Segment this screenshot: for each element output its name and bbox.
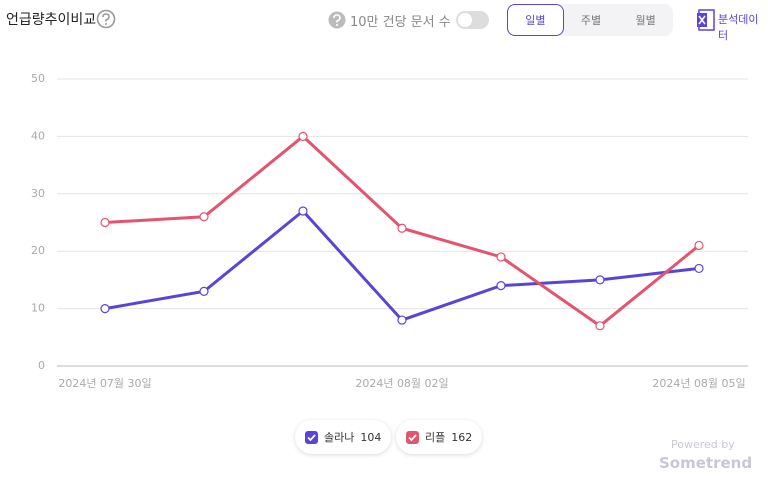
toggle-switch[interactable]: [455, 10, 491, 30]
y-tick-label: 10: [31, 302, 45, 315]
legend-total: 104: [360, 430, 382, 444]
x-tick-label: 2024년 07월 30일: [58, 376, 151, 390]
data-point: [694, 240, 704, 251]
y-tick-label: 50: [31, 72, 45, 85]
help-icon[interactable]: [96, 9, 116, 29]
check-mark: [307, 433, 316, 441]
data-point: [298, 206, 308, 216]
y-tick-label: 30: [31, 187, 45, 200]
data-point: [199, 286, 209, 296]
legend-name: 리플: [425, 431, 446, 444]
legend-item[interactable]: 솔라나 104: [295, 420, 392, 454]
data-point: [496, 252, 506, 262]
data-point: [595, 275, 605, 285]
legend-checkbox: [406, 430, 419, 444]
data-point: [100, 304, 110, 314]
data-point: [496, 281, 506, 291]
chart: 0 10 20 30 40 50 2024년 07월 30일 2024년 08월 02일 202…: [31, 72, 748, 390]
tab-group: 일별 주별 월별: [507, 4, 673, 36]
data-point: [100, 217, 110, 228]
tab[interactable]: 주별: [580, 14, 602, 27]
excel-icon[interactable]: [696, 9, 716, 31]
title: 언급량추이비교: [6, 12, 97, 28]
data-point: [397, 315, 407, 325]
help-icon[interactable]: [327, 10, 347, 30]
legend-checkbox: [305, 430, 318, 444]
check-mark: [408, 433, 417, 441]
data-point: [397, 223, 407, 233]
data-point: [199, 212, 209, 222]
x-tick-label: 2024년 08월 02일: [355, 376, 448, 390]
tab[interactable]: 일별: [507, 4, 564, 36]
legend-name: 솔라나: [324, 431, 355, 444]
data-point: [694, 263, 704, 274]
y-tick-label: 40: [31, 129, 45, 142]
y-tick-label: 20: [31, 244, 45, 257]
legend-item[interactable]: 리플 162: [396, 420, 483, 454]
data-point: [595, 321, 605, 331]
y-tick-label: 0: [38, 359, 45, 372]
tab[interactable]: 월별: [635, 14, 656, 27]
legend-total: 162: [451, 430, 473, 444]
toggle-label: 10만 건당 문서 수: [350, 15, 451, 30]
export-button[interactable]: 분석데이터: [718, 13, 759, 42]
brand: Sometrend: [659, 454, 753, 472]
data-point: [298, 131, 308, 142]
x-tick-label: 2024년 08월 05일: [652, 376, 745, 390]
powered-by: Powered by: [671, 438, 735, 451]
